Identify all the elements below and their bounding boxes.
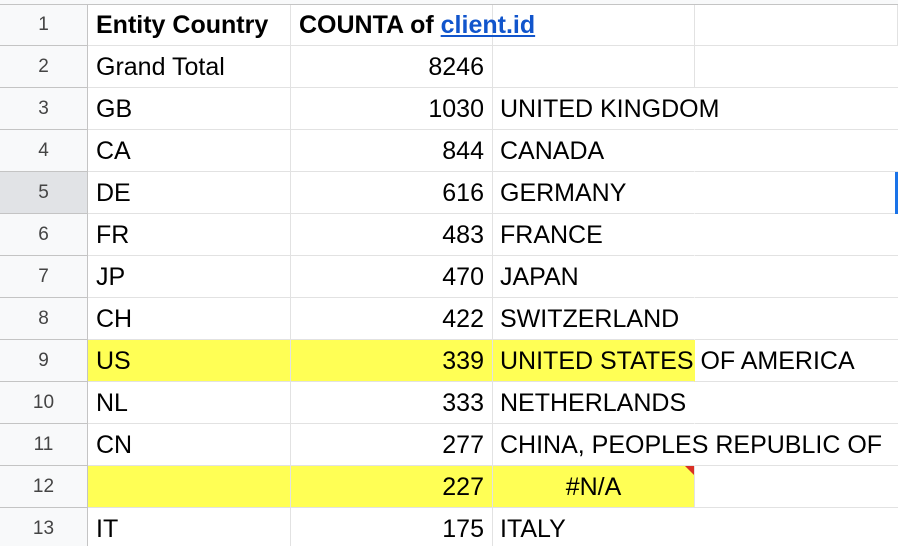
name-cell[interactable]: UNITED KINGDOM [493, 88, 719, 130]
header-cell[interactable]: COUNTA of client.id [291, 4, 535, 46]
empty-cell[interactable] [695, 46, 898, 88]
empty-cell[interactable] [695, 172, 898, 214]
empty-cell[interactable] [695, 424, 898, 466]
row-number[interactable]: 9 [0, 340, 88, 382]
empty-cell[interactable] [695, 88, 898, 130]
country-cell[interactable]: JP [88, 256, 291, 298]
row-number[interactable]: 4 [0, 130, 88, 172]
empty-cell[interactable] [695, 382, 898, 424]
row-number[interactable]: 5 [0, 172, 88, 214]
row-number[interactable]: 3 [0, 88, 88, 130]
empty-cell[interactable] [695, 340, 898, 382]
empty-cell[interactable] [695, 466, 898, 508]
empty-cell[interactable] [695, 256, 898, 298]
country-cell[interactable]: NL [88, 382, 291, 424]
country-cell[interactable]: DE [88, 172, 291, 214]
name-cell[interactable]: JAPAN [493, 256, 695, 298]
row-number[interactable]: 1 [0, 4, 88, 46]
selection-edge [895, 172, 898, 214]
row-number[interactable]: 12 [0, 466, 88, 508]
count-cell[interactable]: 844 [291, 130, 493, 172]
name-cell[interactable]: UNITED STATES OF AMERICA [493, 340, 855, 382]
name-cell[interactable]: NETHERLANDS [493, 382, 695, 424]
country-cell[interactable]: GB [88, 88, 291, 130]
row-number[interactable]: 7 [0, 256, 88, 298]
row-number[interactable]: 6 [0, 214, 88, 256]
count-cell[interactable]: 277 [291, 424, 493, 466]
country-cell[interactable]: Grand Total [88, 46, 291, 88]
empty-cell[interactable] [695, 130, 898, 172]
header-cell[interactable]: Entity Country [88, 4, 291, 46]
empty-cell[interactable] [695, 214, 898, 256]
empty-cell[interactable] [493, 4, 695, 46]
row-number[interactable]: 2 [0, 46, 88, 88]
header-strip [0, 0, 898, 5]
name-cell[interactable]: SWITZERLAND [493, 298, 695, 340]
row-number[interactable]: 8 [0, 298, 88, 340]
country-cell[interactable]: CA [88, 130, 291, 172]
row-number[interactable]: 11 [0, 424, 88, 466]
count-cell[interactable]: 339 [291, 340, 493, 382]
country-cell[interactable]: US [88, 340, 291, 382]
name-cell[interactable]: FRANCE [493, 214, 695, 256]
count-cell[interactable]: 227 [291, 466, 493, 508]
count-cell[interactable]: 1030 [291, 88, 493, 130]
name-cell[interactable] [493, 46, 695, 88]
count-cell[interactable]: 616 [291, 172, 493, 214]
count-cell[interactable]: 8246 [291, 46, 493, 88]
count-cell[interactable]: 483 [291, 214, 493, 256]
empty-cell[interactable] [695, 508, 898, 546]
name-cell[interactable]: GERMANY [493, 172, 695, 214]
country-cell[interactable]: IT [88, 508, 291, 546]
count-cell[interactable]: 175 [291, 508, 493, 546]
country-cell[interactable]: CN [88, 424, 291, 466]
count-cell[interactable]: 333 [291, 382, 493, 424]
country-cell[interactable]: CH [88, 298, 291, 340]
header-link[interactable]: client.id [440, 11, 536, 39]
empty-cell[interactable] [695, 4, 898, 46]
row-number[interactable]: 10 [0, 382, 88, 424]
country-cell[interactable] [88, 466, 291, 508]
name-cell[interactable]: CHINA, PEOPLES REPUBLIC OF [493, 424, 882, 466]
name-cell[interactable]: ITALY [493, 508, 695, 546]
empty-cell[interactable] [695, 298, 898, 340]
count-cell[interactable]: 470 [291, 256, 493, 298]
header-text: COUNTA of [299, 11, 434, 39]
note-indicator [685, 466, 694, 475]
name-cell[interactable]: #N/A [493, 466, 695, 508]
count-cell[interactable]: 422 [291, 298, 493, 340]
row-number[interactable]: 13 [0, 508, 88, 546]
country-cell[interactable]: FR [88, 214, 291, 256]
name-cell[interactable]: CANADA [493, 130, 695, 172]
